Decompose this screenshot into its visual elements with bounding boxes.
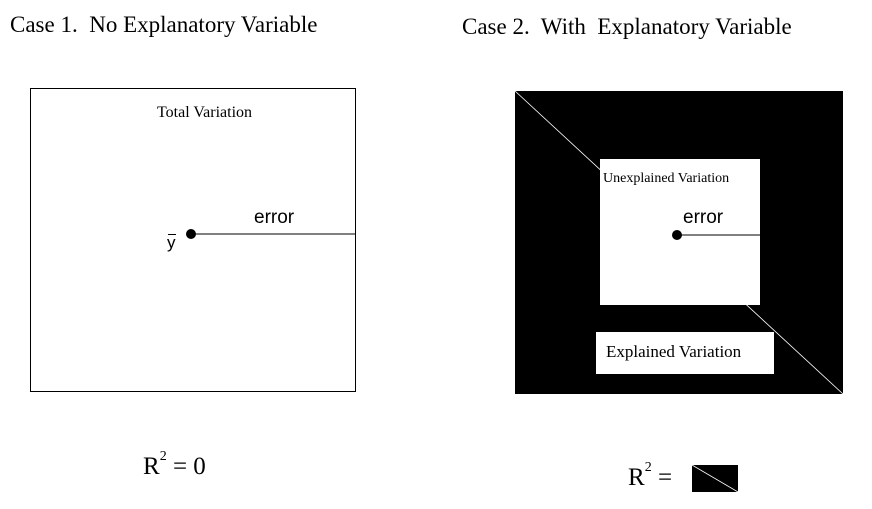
case2-title: Case 2. With Explanatory Variable — [462, 14, 792, 39]
r-symbol: R — [143, 453, 160, 480]
explained-variation-box — [596, 332, 774, 374]
mean-bar — [168, 234, 176, 235]
unexplained-variation-label: Unexplained Variation — [603, 171, 730, 186]
case2-r-squared: R2 = — [628, 460, 679, 492]
mean-symbol: y — [167, 233, 176, 252]
case1-title: Case 1. No Explanatory Variable — [10, 12, 318, 37]
explained-ratio-icon — [692, 465, 738, 492]
case2-error-label: error — [683, 207, 724, 228]
explained-variation-label: Explained Variation — [606, 342, 742, 361]
total-variation-box — [30, 88, 356, 392]
equals-sign: = — [651, 464, 679, 491]
exponent: 2 — [159, 449, 167, 464]
exponent: 2 — [644, 460, 652, 475]
equals-zero: = 0 — [166, 453, 206, 480]
case1-r-squared: R2 = 0 — [143, 449, 206, 481]
case1-error-label: error — [254, 207, 295, 228]
r-symbol: R — [628, 464, 645, 491]
total-variation-label: Total Variation — [157, 104, 253, 121]
